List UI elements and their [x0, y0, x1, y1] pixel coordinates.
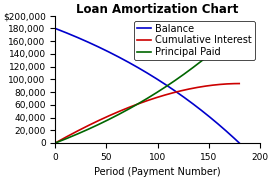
Balance — [237, 141, 240, 143]
Cumulative Interest — [238, 82, 241, 85]
Title: Loan Amortization Chart: Loan Amortization Chart — [76, 3, 239, 16]
Principal Paid — [141, 100, 145, 102]
Cumulative Interest — [143, 101, 146, 103]
Principal Paid — [69, 136, 72, 138]
Balance — [69, 33, 72, 36]
Cumulative Interest — [81, 127, 85, 129]
Balance — [238, 142, 241, 144]
Balance — [54, 27, 57, 30]
Principal Paid — [237, 28, 240, 31]
Cumulative Interest — [69, 134, 72, 136]
Balance — [141, 70, 145, 72]
X-axis label: Period (Payment Number): Period (Payment Number) — [94, 167, 221, 177]
Cumulative Interest — [237, 82, 240, 85]
Balance — [81, 39, 85, 41]
Cumulative Interest — [54, 142, 57, 144]
Principal Paid — [143, 99, 146, 101]
Cumulative Interest — [141, 101, 145, 103]
Line: Balance: Balance — [55, 28, 239, 143]
Legend: Balance, Cumulative Interest, Principal Paid: Balance, Cumulative Interest, Principal … — [134, 21, 255, 60]
Principal Paid — [81, 130, 85, 133]
Line: Principal Paid: Principal Paid — [55, 28, 239, 143]
Principal Paid — [206, 55, 209, 57]
Balance — [143, 70, 146, 72]
Balance — [206, 114, 209, 116]
Line: Cumulative Interest: Cumulative Interest — [55, 84, 239, 143]
Cumulative Interest — [206, 85, 209, 87]
Principal Paid — [54, 142, 57, 144]
Principal Paid — [238, 27, 241, 30]
